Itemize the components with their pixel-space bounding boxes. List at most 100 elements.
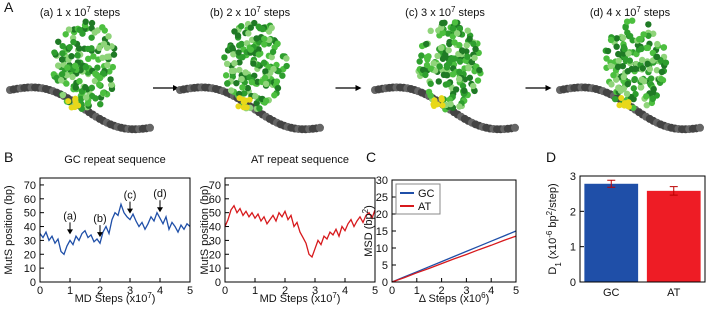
protein-bead [443,71,451,79]
protein-bead [76,78,83,85]
protein-bead [79,30,86,37]
protein-bead [435,78,442,85]
protein-bead [628,17,636,24]
protein-bead [88,19,96,27]
protein-bead [624,80,632,88]
legend-box [395,183,441,215]
x-tick-label: 4 [157,285,163,297]
protein-bead [260,59,268,66]
y-tick-label: 3 [570,171,576,183]
protein-bead [646,65,654,73]
protein-bead [65,26,73,33]
x-tick-label: 0 [389,285,395,297]
protein-bead [456,42,463,49]
dna-bead [146,123,154,132]
protein-bead [444,30,452,37]
protein-bead [611,95,619,103]
mismatch-bead [618,95,625,102]
mismatch-bead [624,102,631,109]
text-part: ) [152,293,156,305]
protein-bead [265,36,273,44]
mismatch-bead [439,102,446,109]
x-tick-label: GC [603,287,620,299]
protein-bead [625,50,632,57]
protein-bead [640,78,648,85]
mismatch-bead [236,95,243,102]
protein-bead [252,93,259,100]
text-part: ) [486,293,490,305]
protein-bead [268,24,275,32]
text-part: 1 [554,262,563,267]
protein-bead [82,94,90,101]
annotation-head [67,229,73,235]
protein-bead [255,51,263,58]
chart-title: GC repeat sequence [64,154,166,166]
x-tick-label: 1 [67,285,73,297]
protein-bead [261,41,268,48]
protein-bead [418,52,425,59]
protein-bead [88,34,95,41]
protein-bead [55,38,62,45]
protein-bead [615,50,622,58]
y-tick-label: 1 [570,242,576,254]
protein-bead [466,35,473,43]
line-series [391,230,517,283]
protein-bead [624,29,631,36]
x-tick-label: 0 [222,285,228,297]
protein-bead [244,84,252,92]
protein-bead [444,80,452,88]
text-part: D [547,267,559,275]
protein-bead [660,44,668,51]
mismatch-bead [68,104,75,111]
x-tick-label: 5 [513,285,519,297]
protein-bead [261,35,268,42]
text-part: steps [641,7,671,19]
protein-bead [472,45,479,53]
protein-bead [270,65,277,73]
protein-bead [235,49,242,56]
protein-bead [238,75,245,83]
protein-bead [476,66,483,74]
protein-bead [610,71,617,79]
y-tick-label: 30 [24,235,36,247]
x-tick-label: 0 [37,285,43,297]
protein-bead [464,27,471,34]
annotation: (c) [124,190,137,202]
protein-bead [242,69,249,76]
protein-bead [247,24,254,31]
protein-bead [637,83,645,91]
protein-bead [439,29,446,37]
plot-frame [39,177,191,283]
text-part: ) [337,293,341,305]
protein-bead [233,79,240,87]
x-tick-label: 2 [439,285,445,297]
protein-bead [615,84,622,92]
protein-bead [57,77,65,84]
protein-bead [643,102,650,109]
protein-bead [619,34,627,41]
protein-bead [619,62,627,70]
protein-bead [82,63,90,71]
protein-bead [622,24,629,31]
text-part: 7 [636,5,641,14]
panel-label: B [4,149,13,165]
protein-bead [250,60,257,67]
mismatch-bead [243,104,250,111]
protein-bead [75,45,83,52]
protein-bead [92,70,99,78]
protein-bead [256,105,263,112]
x-axis-label: MD Steps (x107) [75,291,156,306]
y-tick-label: 10 [24,263,36,275]
protein-bead [456,58,464,65]
panel-label: C [366,149,376,165]
protein-bead [604,47,612,55]
protein-bead [262,80,270,88]
protein-bead [463,42,470,49]
protein-bead [109,63,116,71]
protein-bead [458,47,466,54]
protein-bead [427,65,434,72]
protein-bead [653,67,661,74]
x-axis-label: Δ Steps (x106) [419,291,490,306]
y-axis-label: MutS position (bp) [199,185,211,274]
x-tick-label: 2 [97,285,103,297]
